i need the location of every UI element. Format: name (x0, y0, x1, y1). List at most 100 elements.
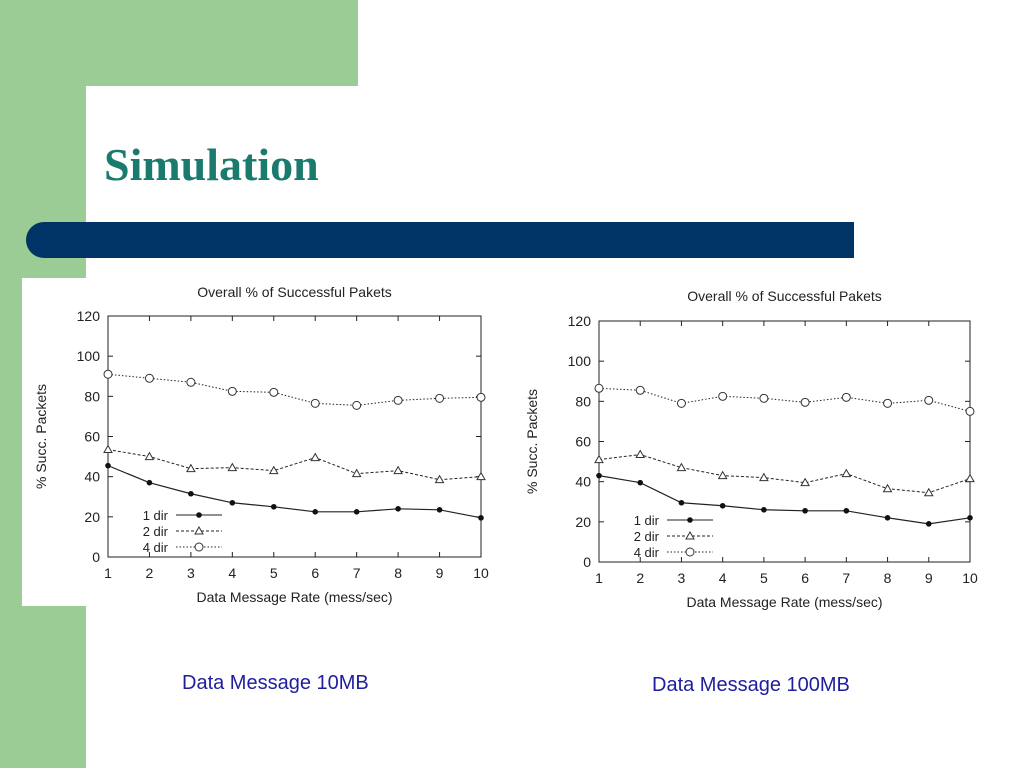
chart-10mb-series-line-2 (107, 449, 482, 481)
chart-10mb-point (146, 479, 153, 486)
chart-100mb-xtick-label: 10 (962, 570, 978, 586)
chart-10mb-ylabel: % Succ. Packets (33, 384, 49, 489)
chart-10mb-xtick-label: 10 (473, 565, 489, 581)
chart-100mb-xtick-label: 7 (842, 570, 850, 586)
chart-10mb-point (269, 387, 279, 397)
chart-10mb-point (393, 465, 403, 475)
chart-100mb-ytick-label: 40 (575, 474, 591, 490)
chart-100mb-legend-marker (687, 517, 693, 523)
chart-100mb-point (884, 515, 891, 521)
chart-100mb-legend-marker (685, 547, 695, 557)
chart-10mb-point (186, 463, 196, 473)
chart-100mb-point (800, 477, 810, 487)
chart-10mb-series-line-1 (107, 465, 482, 519)
chart-10mb-point (476, 471, 486, 481)
chart-100mb-point (719, 502, 726, 509)
chart-10mb-point (395, 506, 401, 512)
chart-100mb-point (965, 406, 975, 416)
chart-100mb-series-line-3 (598, 387, 971, 412)
chart-100mb-point (759, 472, 769, 482)
title-underline-bar (26, 222, 854, 258)
chart-10mb-xtick-label: 8 (394, 565, 402, 581)
chart-10mb-point (144, 373, 154, 383)
chart-100mb-xtick-label: 6 (801, 570, 809, 586)
chart-10mb-point (103, 369, 113, 379)
chart-100mb-series-line-2 (598, 454, 971, 494)
chart-10mb-point (435, 393, 445, 403)
chart-100mb-ytick-label: 60 (575, 434, 591, 450)
chart-100mb-xtick-label: 5 (760, 570, 768, 586)
chart-10mb-point (188, 490, 194, 497)
chart-100mb-point (635, 449, 646, 459)
chart-10mb-legend-marker (194, 542, 204, 552)
chart-10mb-ytick-label: 40 (84, 469, 100, 485)
chart-100mb-xtick-label: 8 (884, 570, 892, 586)
chart-100mb: Overall % of Successful Pakets 0 20 40 60 80 1… (512, 282, 1012, 612)
chart-100mb-point (596, 472, 602, 479)
chart-10mb-xtick-label: 4 (228, 565, 236, 581)
chart-10mb-point (227, 462, 238, 472)
chart-10mb-point (105, 462, 111, 469)
chart-10mb-point (229, 499, 236, 506)
chart-100mb-point (594, 383, 604, 393)
chart-10mb-point (352, 400, 362, 410)
chart-100mb-xtick-label: 1 (595, 570, 603, 586)
chart-100mb-point (967, 515, 973, 521)
chart-10mb-point (351, 468, 362, 478)
chart-10mb-point (478, 515, 484, 521)
chart-10mb-legend-label: 1 dir (143, 508, 169, 523)
chart-10mb-xtick-label: 3 (187, 565, 195, 581)
chart-100mb-ylabel: % Succ. Packets (524, 389, 540, 494)
chart-100mb-ytick-label: 20 (575, 514, 591, 530)
chart-100mb-xtick-label: 3 (678, 570, 686, 586)
chart-100mb-series-line-1 (598, 475, 971, 525)
chart-10mb-ytick-label: 60 (84, 429, 100, 445)
chart-100mb-point (882, 483, 893, 493)
chart-10mb-title: Overall % of Successful Pakets (197, 284, 392, 300)
caption-100mb: Data Message 100MB (652, 674, 850, 696)
chart-100mb-point (802, 507, 808, 514)
chart-100mb-svg: Overall % of Successful Pakets 0 20 40 60 80 1… (524, 288, 978, 610)
chart-100mb-ytick-label: 100 (568, 353, 592, 369)
chart-100mb-xtick-label: 4 (719, 570, 727, 586)
chart-10mb-svg: Overall % of Successful Pakets 0 20 40 60 80 1… (33, 284, 489, 605)
chart-10mb-ytick-label: 120 (77, 308, 101, 324)
chart-10mb-point (144, 451, 155, 461)
chart-10mb-point (434, 474, 445, 484)
chart-10mb-legend-marker (194, 525, 204, 535)
chart-10mb-xtick-label: 9 (436, 565, 444, 581)
slide-title: Simulation (104, 139, 319, 190)
chart-10mb-xlabel: Data Message Rate (mess/sec) (196, 589, 392, 605)
chart-100mb-point (759, 393, 769, 403)
chart-10mb-legend-label: 2 dir (143, 524, 169, 539)
chart-100mb-point (717, 470, 728, 480)
chart-100mb-legend-label: 4 dir (634, 545, 660, 560)
chart-10mb-ytick-label: 0 (92, 549, 100, 565)
chart-10mb-point (353, 509, 360, 515)
chart-100mb-ytick-label: 0 (583, 554, 591, 570)
chart-100mb-point (761, 506, 767, 513)
chart-10mb-point (103, 444, 113, 454)
chart-10mb-point (227, 386, 237, 396)
chart-10mb-point (270, 503, 277, 510)
chart-100mb-point (635, 385, 645, 395)
chart-100mb-point (637, 479, 644, 486)
chart-100mb-point (925, 521, 932, 527)
chart-100mb-point (594, 454, 604, 464)
chart-100mb-point (923, 487, 934, 497)
chart-100mb-point (800, 397, 810, 407)
chart-10mb-point (268, 465, 279, 475)
chart-10mb-legend-label: 4 dir (143, 540, 169, 555)
chart-10mb-point (436, 507, 443, 513)
chart-10mb-ytick-label: 100 (77, 348, 101, 364)
chart-100mb-point (676, 398, 686, 408)
chart-100mb-point (883, 398, 893, 408)
chart-10mb-point (310, 398, 320, 408)
caption-10mb: Data Message 10MB (182, 672, 369, 694)
chart-10mb-point (186, 377, 196, 387)
chart-10mb-point (312, 509, 319, 515)
chart-100mb-legend-marker (685, 530, 695, 540)
chart-100mb-xtick-label: 9 (925, 570, 933, 586)
chart-10mb-xtick-label: 1 (104, 565, 112, 581)
chart-100mb-point (678, 499, 685, 506)
